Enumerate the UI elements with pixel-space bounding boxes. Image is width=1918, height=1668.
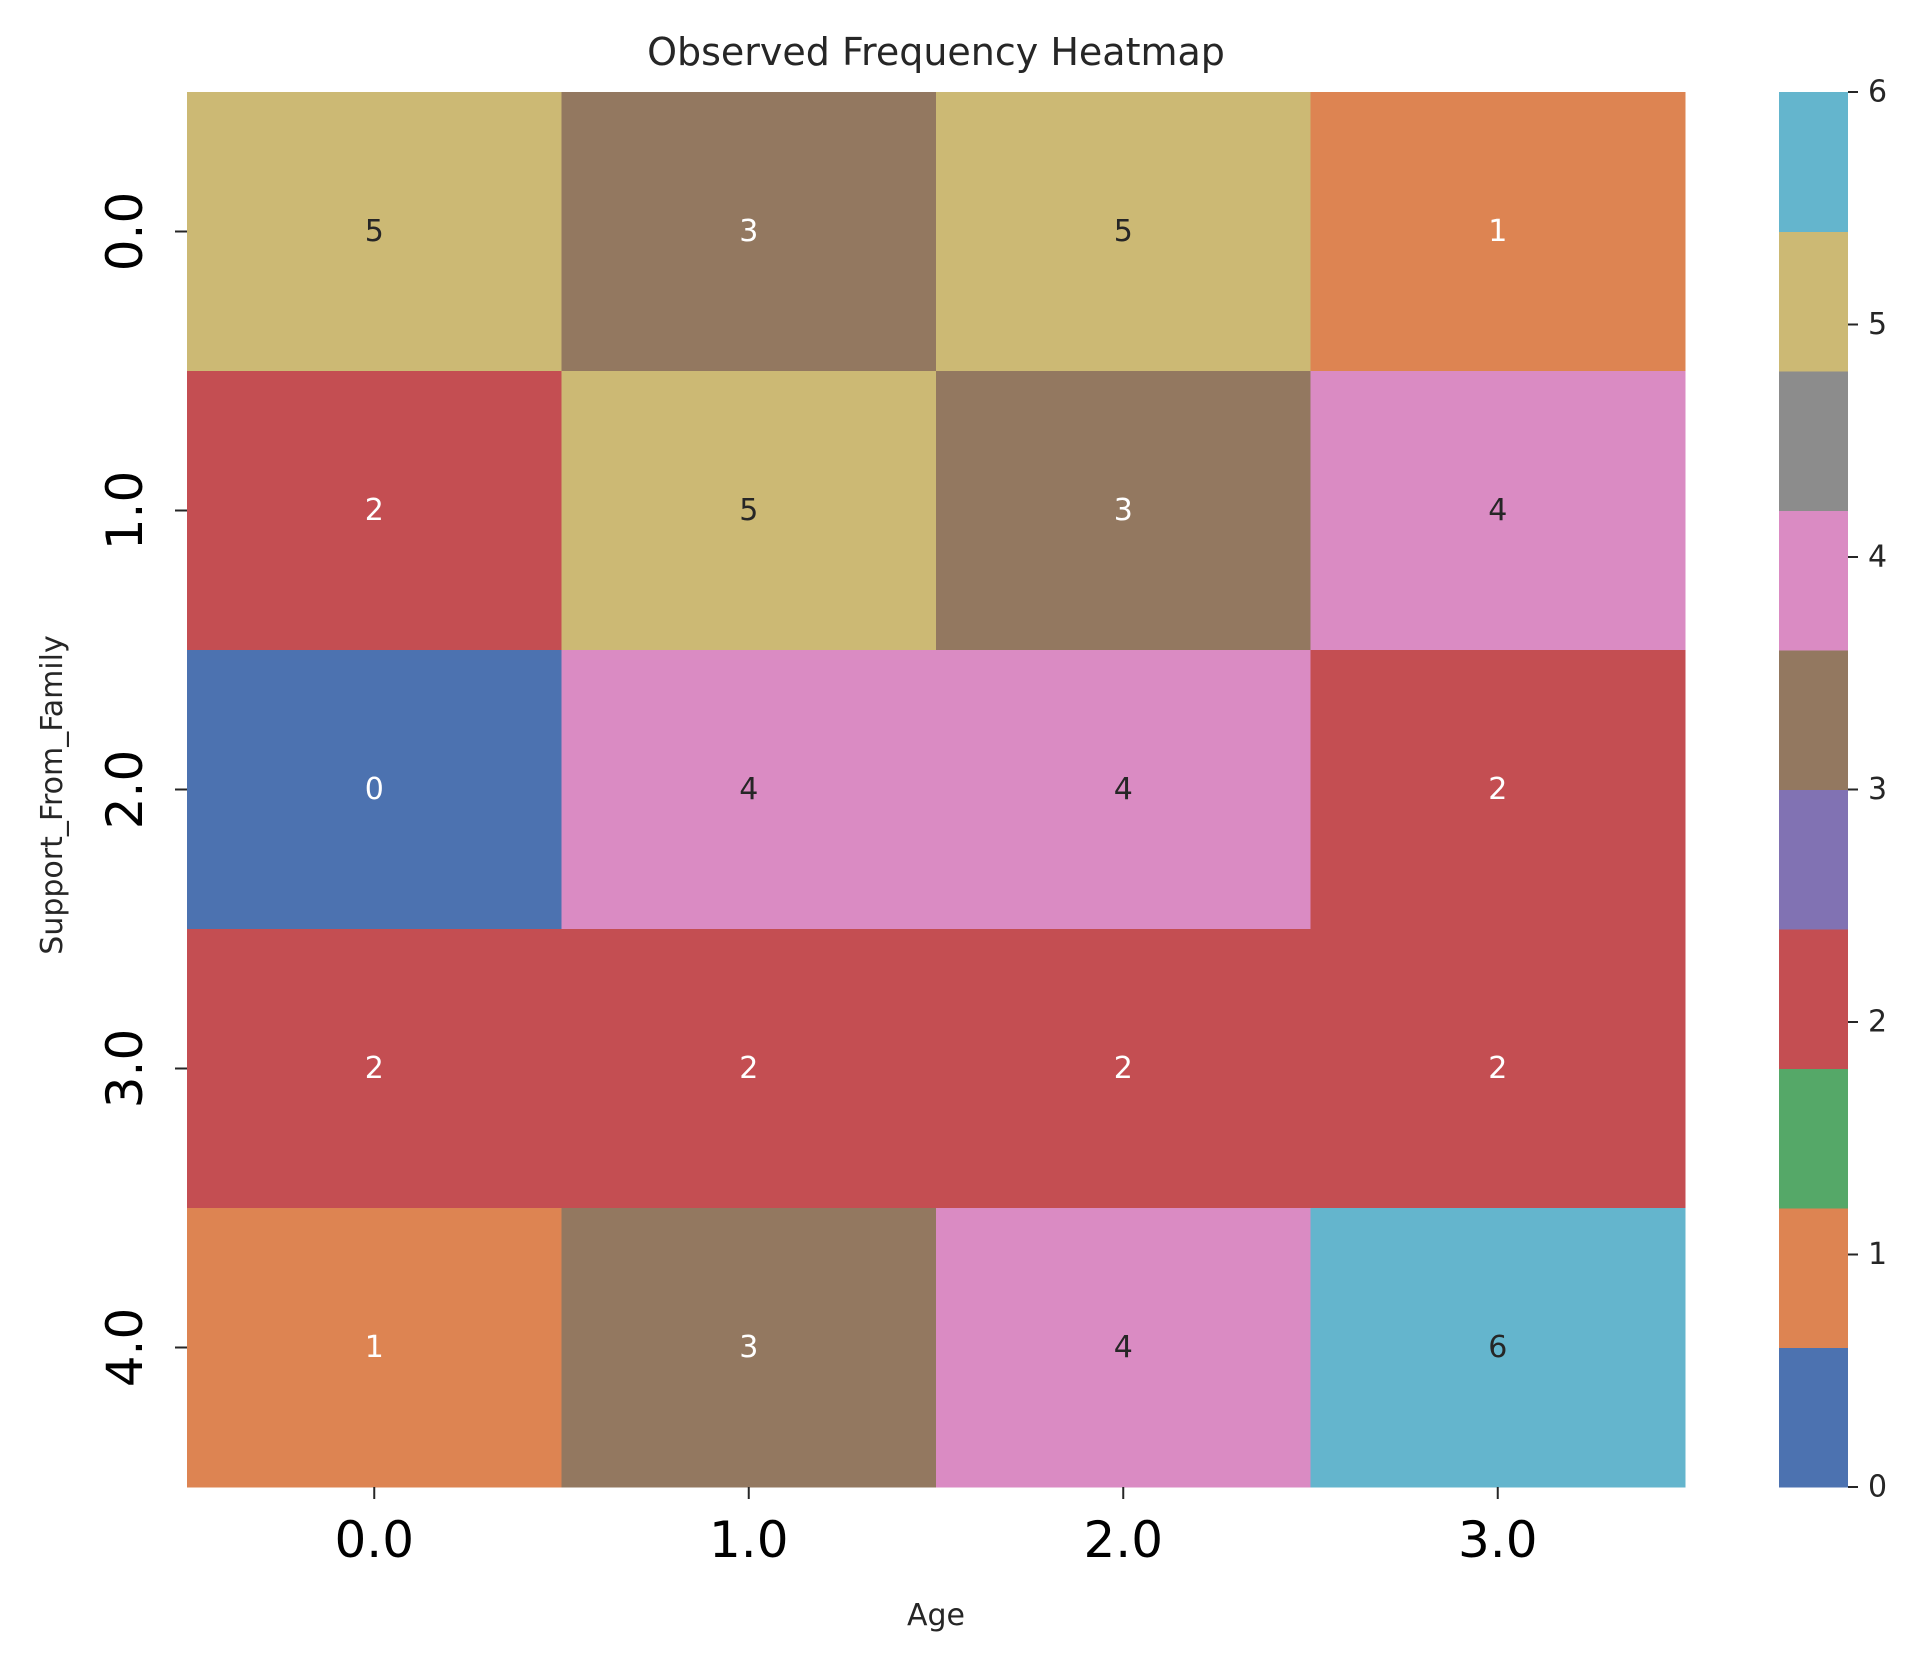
heatmap-cell-r4-c0 <box>187 1208 562 1488</box>
cell-value-label: 1 <box>365 1330 384 1365</box>
heatmap-cell-r2-c2 <box>936 650 1311 930</box>
colorbar-segment <box>1779 510 1848 651</box>
colorbar-segment <box>1779 929 1848 1069</box>
cell-value-label: 2 <box>365 1051 384 1086</box>
y-axis-label: Support_From_Family <box>35 635 70 954</box>
colorbar-segment <box>1779 1208 1848 1348</box>
heatmap-cell-r3-c3 <box>1310 929 1686 1209</box>
cell-value-label: 3 <box>1114 493 1133 528</box>
cell-value-label: 2 <box>365 493 384 528</box>
heatmap-cell-r4-c1 <box>561 1208 937 1488</box>
heatmap-cell-r1-c0 <box>187 371 562 651</box>
cells-layer <box>187 92 1686 1488</box>
heatmap-cell-r3-c1 <box>561 929 937 1209</box>
colorbar-segment <box>1779 1347 1848 1488</box>
y-axis: 0.0 1.0 2.0 3.0 4.0 <box>96 192 187 1388</box>
heatmap-cell-r2-c3 <box>1310 650 1686 930</box>
x-tick-label: 0.0 <box>334 1511 414 1569</box>
cell-value-label: 6 <box>1488 1330 1507 1365</box>
colorbar-tick-label: 2 <box>1868 1005 1887 1040</box>
cell-value-label: 0 <box>365 772 384 807</box>
colorbar-segment <box>1779 371 1848 511</box>
heatmap-cell-r1-c2 <box>936 371 1311 651</box>
cell-value-label: 5 <box>739 493 758 528</box>
heatmap-cell-r0-c0 <box>187 92 562 372</box>
cell-value-label: 1 <box>1488 214 1507 249</box>
y-tick-label: 2.0 <box>96 750 154 830</box>
heatmap-cell-r0-c1 <box>561 92 937 372</box>
heatmap-cell-r1-c1 <box>561 371 937 651</box>
cell-value-label: 4 <box>1114 1330 1133 1365</box>
colorbar-tick-label: 0 <box>1868 1470 1887 1505</box>
colorbar-tick-label: 4 <box>1868 540 1887 575</box>
cell-value-label: 5 <box>1114 214 1133 249</box>
colorbar: 0 1 2 3 4 5 6 <box>1779 75 1887 1505</box>
cell-value-label: 4 <box>1114 772 1133 807</box>
heatmap-cell-r1-c3 <box>1310 371 1686 651</box>
colorbar-segment <box>1779 1068 1848 1209</box>
x-axis: 0.0 1.0 2.0 3.0 <box>334 1487 1538 1569</box>
heatmap-cell-r2-c0 <box>187 650 562 930</box>
colorbar-tick-label: 6 <box>1868 75 1887 110</box>
colorbar-tick-label: 3 <box>1868 772 1887 807</box>
x-tick-label: 3.0 <box>1458 1511 1538 1569</box>
colorbar-segment <box>1779 92 1848 232</box>
y-tick-label: 0.0 <box>96 192 154 272</box>
cell-value-label: 4 <box>1488 493 1507 528</box>
cell-value-label: 5 <box>365 214 384 249</box>
colorbar-segment <box>1779 650 1848 790</box>
heatmap-cell-r3-c2 <box>936 929 1311 1209</box>
x-tick-label: 2.0 <box>1083 1511 1163 1569</box>
heatmap-cell-r0-c2 <box>936 92 1311 372</box>
cell-value-label: 2 <box>1488 1051 1507 1086</box>
y-tick-label: 4.0 <box>96 1308 154 1388</box>
chart-title: Observed Frequency Heatmap <box>647 30 1225 74</box>
x-tick-label: 1.0 <box>709 1511 789 1569</box>
cell-value-label: 3 <box>739 214 758 249</box>
heatmap-cell-r0-c3 <box>1310 92 1686 372</box>
y-tick-label: 3.0 <box>96 1029 154 1109</box>
colorbar-tick-label: 1 <box>1868 1237 1887 1272</box>
heatmap-cell-r4-c2 <box>936 1208 1311 1488</box>
cell-value-label: 3 <box>739 1330 758 1365</box>
colorbar-segment <box>1779 789 1848 930</box>
x-axis-label: Age <box>907 1598 965 1633</box>
y-tick-label: 1.0 <box>96 471 154 551</box>
colorbar-segment <box>1779 231 1848 372</box>
heatmap-cell-r2-c1 <box>561 650 937 930</box>
cell-value-label: 4 <box>739 772 758 807</box>
colorbar-tick-label: 5 <box>1868 307 1887 342</box>
cell-value-label: 2 <box>1488 772 1507 807</box>
heatmap-cell-r3-c0 <box>187 929 562 1209</box>
cell-value-label: 2 <box>1114 1051 1133 1086</box>
cell-value-label: 2 <box>739 1051 758 1086</box>
cell-labels-layer: 5 3 5 1 2 5 3 4 0 4 4 2 2 2 2 2 1 3 4 6 <box>365 214 1508 1365</box>
heatmap-cell-r4-c3 <box>1310 1208 1686 1488</box>
